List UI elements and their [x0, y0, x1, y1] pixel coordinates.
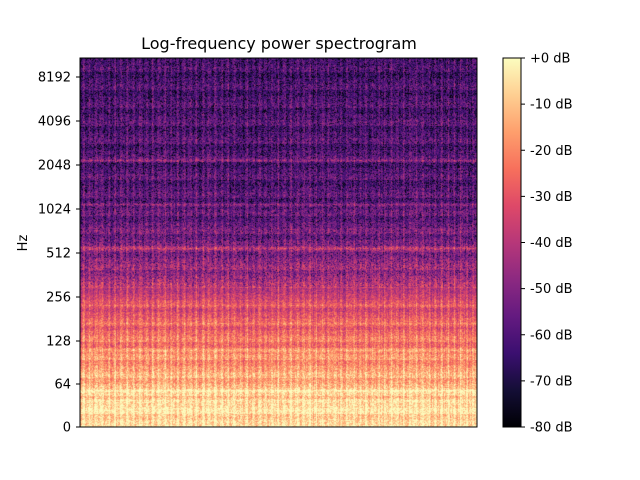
y-tick-label: 8192	[38, 71, 71, 86]
spectrogram-image	[80, 58, 477, 427]
colorbar-tick-label: -30 dB	[530, 190, 573, 205]
colorbar-tick-label: -40 dB	[530, 236, 573, 251]
y-tick-label: 256	[46, 291, 71, 306]
colorbar-tick-label: +0 dB	[530, 52, 570, 67]
plot-frame	[79, 57, 478, 428]
y-axis: 0 64 128 256 512 1024 2048 4096 8192	[38, 71, 80, 436]
spectrogram-image-holder	[80, 58, 477, 427]
colorbar-tick-label: -10 dB	[530, 98, 573, 113]
colorbar-tick-label: -20 dB	[530, 144, 573, 159]
y-tick-label: 4096	[38, 115, 71, 130]
colorbar-gradient	[502, 57, 522, 428]
spectrogram-plot	[79, 57, 478, 428]
y-tick-label: 128	[46, 335, 71, 350]
y-tick-label: 1024	[38, 203, 71, 218]
y-tick-label: 512	[46, 247, 71, 262]
colorbar: +0 dB -10 dB -20 dB -30 dB -40 dB -50 dB -60 d…	[502, 52, 573, 436]
colorbar-tick-label: -60 dB	[530, 328, 573, 343]
colorbar-tick-label: -70 dB	[530, 374, 573, 389]
chart-title: Log-frequency power spectrogram	[141, 34, 417, 53]
colorbar-tick-label: -80 dB	[530, 421, 573, 436]
y-tick-label: 64	[54, 378, 71, 393]
y-tick-label: 0	[63, 421, 71, 436]
y-axis-label: Hz	[16, 235, 31, 252]
colorbar-tick-label: -50 dB	[530, 282, 573, 297]
colorbar-ticks: +0 dB -10 dB -20 dB -30 dB -40 dB -50 dB -60 d…	[521, 52, 573, 436]
y-tick-label: 2048	[38, 159, 71, 174]
